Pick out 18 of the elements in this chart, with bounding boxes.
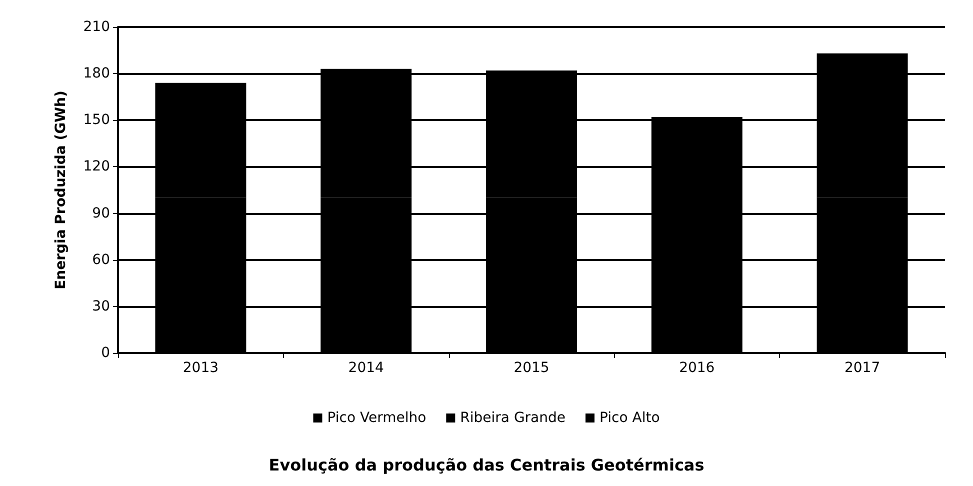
x-tick-label: 2015: [514, 360, 550, 376]
y-axis-title: Energia Produzida (GWh): [53, 90, 69, 290]
y-tick-label: 30: [92, 298, 110, 314]
x-tick-label: 2014: [348, 360, 384, 376]
y-tick-label: 0: [101, 345, 110, 361]
y-tick-label: 60: [92, 252, 110, 268]
x-tick-label: 2017: [844, 360, 880, 376]
y-tick-label: 210: [83, 19, 110, 35]
y-tick-label: 90: [92, 205, 110, 222]
y-tick-label: 120: [83, 158, 110, 175]
x-tick-label: 2013: [182, 360, 219, 376]
x-tick-label: 2016: [679, 360, 715, 376]
legend-label: Pico Alto: [600, 410, 660, 426]
y-tick-label: 180: [83, 66, 110, 82]
legend-label: Ribeira Grande: [460, 410, 566, 426]
legend-label: Pico Vermelho: [327, 410, 426, 426]
text: Evolução da produção das Centrais Geotérmicas: [268, 456, 704, 474]
y-tick-label: 150: [83, 112, 110, 128]
